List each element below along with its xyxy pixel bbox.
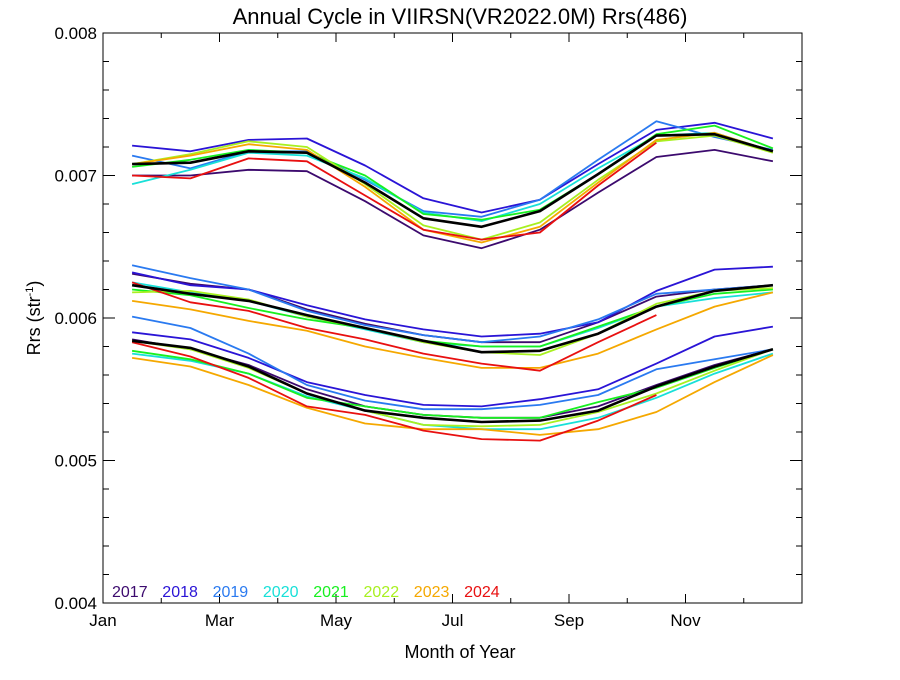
x-tick-label: Nov <box>670 611 701 630</box>
y-tick-label: 0.007 <box>54 167 97 186</box>
legend-item-2020: 2020 <box>263 584 299 601</box>
y-axis-label-main: Rrs (str <box>24 296 44 355</box>
series-line-2018-lower <box>131 325 774 408</box>
legend-item-2023: 2023 <box>414 584 450 601</box>
series-line-2023-lower <box>131 354 774 436</box>
series-line-2018-middle <box>131 265 773 338</box>
legend-item-2017: 2017 <box>112 584 148 601</box>
plot-frame <box>102 32 803 604</box>
series-layer <box>131 120 774 442</box>
legend-item-2018: 2018 <box>162 584 198 601</box>
legend-item-2021: 2021 <box>313 584 349 601</box>
y-tick-label: 0.005 <box>54 452 97 471</box>
y-tick-label: 0.006 <box>54 309 97 328</box>
x-axis-label: Month of Year <box>404 642 515 662</box>
series-line-mean-middle <box>131 283 774 354</box>
y-axis-label-sup: -1 <box>24 287 36 297</box>
legend-item-2024: 2024 <box>464 584 500 601</box>
series-line-2024-middle <box>131 281 657 372</box>
y-tick-label: 0.008 <box>54 24 97 43</box>
series-line-mean-lower <box>131 339 774 424</box>
series-line-2024-upper <box>132 141 657 241</box>
y-axis-label-group: Rrs (str-1) <box>24 281 44 356</box>
legend-item-2022: 2022 <box>364 584 400 601</box>
legend: 2017 2018 2019 2020 2021 2022 2023 2024 <box>112 584 500 601</box>
x-tick-label: Jul <box>442 611 464 630</box>
legend-item-2019: 2019 <box>213 584 249 601</box>
series-line-mean-upper <box>132 132 774 229</box>
series-line-2021-lower <box>131 348 774 419</box>
series-line-2017-upper <box>132 148 774 250</box>
series-line-2018-upper <box>132 121 774 214</box>
x-tick-label: Mar <box>205 611 235 630</box>
series-line-2024-lower <box>131 341 657 442</box>
series-line-2019-lower <box>131 315 774 411</box>
series-line-2022-lower <box>131 339 774 428</box>
x-tick-label: Jan <box>89 611 116 630</box>
y-axis-label: Rrs (str-1) <box>24 281 44 356</box>
series-line-2023-upper <box>131 131 774 244</box>
series-line-2022-upper <box>131 134 774 241</box>
x-tick-label: May <box>320 611 353 630</box>
ticks-layer: Jan Mar May Jul Sep Nov 0.004 0.005 0.006 0.007 0.… <box>54 24 802 630</box>
chart-title: Annual Cycle in VIIRSN(VR2022.0M) Rrs(48… <box>233 4 688 29</box>
plot-area: Jan Mar May Jul Sep Nov 0.004 0.005 0.006 0.007 0.… <box>54 24 803 630</box>
y-tick-label: 0.004 <box>54 594 97 613</box>
x-tick-label: Sep <box>554 611 584 630</box>
series-line-2021-upper <box>131 124 774 221</box>
series-line-2023-middle <box>131 291 774 369</box>
y-axis-label-close: ) <box>24 281 44 287</box>
series-line-2019-middle <box>131 264 773 344</box>
